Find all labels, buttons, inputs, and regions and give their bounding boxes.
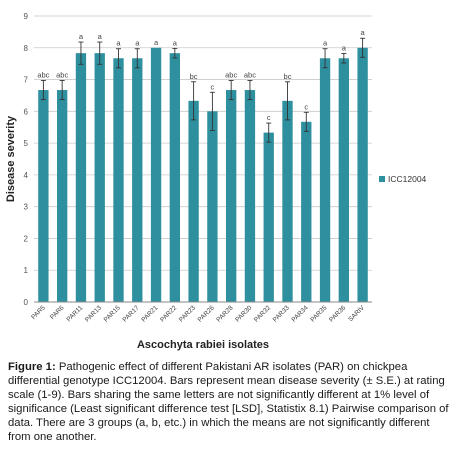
caption-text: Pathogenic effect of different Pakistani… <box>8 361 449 443</box>
error-bars <box>40 37 366 143</box>
bar <box>244 90 256 302</box>
significance-letter: a <box>135 39 140 48</box>
error-bar <box>40 80 46 101</box>
error-bar <box>97 41 103 65</box>
y-tick-label: 8 <box>24 44 29 53</box>
significance-letter: bc <box>284 72 292 81</box>
bar <box>282 100 293 302</box>
significance-letter: c <box>267 113 271 122</box>
x-tick-label: PAR32 <box>253 304 272 323</box>
x-tick-label: PAR26 <box>197 304 216 323</box>
x-tick-label: PAR13 <box>84 304 103 323</box>
y-tick-label: 4 <box>24 171 29 180</box>
significance-letter: c <box>211 82 215 91</box>
x-tick-label: PAR35 <box>309 304 328 323</box>
error-bar <box>134 48 140 69</box>
error-bar <box>191 81 197 121</box>
bar <box>188 100 199 302</box>
y-axis-ticks: 0 1 2 3 4 5 6 7 8 9 <box>24 12 29 307</box>
error-bar <box>266 122 272 143</box>
significance-letter: abc <box>56 71 68 80</box>
x-tick-label: PAR33 <box>272 304 291 323</box>
x-tick-label: SARIV <box>347 304 366 323</box>
x-tick-label: PAR5 <box>30 304 47 321</box>
error-bar <box>209 91 215 131</box>
legend: ICC12004 <box>379 174 427 184</box>
error-bar <box>360 37 366 58</box>
y-tick-label: 9 <box>24 12 29 21</box>
y-tick-label: 1 <box>24 266 29 275</box>
error-bar <box>285 81 290 121</box>
x-tick-label: PAR23 <box>178 304 197 323</box>
significance-letter: a <box>79 32 84 41</box>
bar <box>57 90 68 302</box>
significance-letter: a <box>173 38 178 47</box>
bar <box>75 53 87 303</box>
bar <box>113 58 124 302</box>
bar <box>319 58 331 302</box>
legend-label: ICC12004 <box>388 174 427 184</box>
x-tick-label: PAR36 <box>328 304 347 323</box>
bar <box>263 132 274 302</box>
significance-letter: c <box>304 102 308 111</box>
error-bar <box>341 53 347 64</box>
error-bar <box>247 80 253 101</box>
bar <box>94 53 105 303</box>
caption-label: Figure 1: <box>8 361 56 373</box>
bar <box>357 47 368 303</box>
bar <box>226 90 237 302</box>
significance-letter: abc <box>244 71 256 80</box>
significance-letter: a <box>342 43 347 52</box>
y-axis-label: Disease severity <box>5 115 17 202</box>
bar <box>301 121 312 302</box>
y-tick-label: 0 <box>24 298 29 307</box>
error-bar <box>322 48 328 69</box>
significance-letter: a <box>116 39 121 48</box>
error-bar <box>59 80 65 101</box>
bars <box>38 47 368 303</box>
significance-letter: a <box>98 32 103 41</box>
x-tick-label: PAR17 <box>122 304 141 323</box>
y-tick-label: 2 <box>24 234 29 243</box>
error-bar <box>78 41 84 65</box>
bar <box>132 58 143 302</box>
x-tick-label: PAR6 <box>49 304 66 321</box>
gridlines <box>34 15 372 303</box>
error-bar <box>228 80 234 101</box>
error-bar <box>116 48 121 69</box>
x-tick-label: PAR30 <box>234 304 253 323</box>
x-tick-label: PAR15 <box>103 304 122 323</box>
bar <box>150 47 162 303</box>
bar <box>207 111 218 302</box>
x-tick-label: PAR28 <box>215 304 234 323</box>
significance-letter: a <box>154 38 159 47</box>
y-tick-label: 5 <box>24 139 29 148</box>
error-bar <box>172 47 178 59</box>
significance-letter: a <box>323 39 328 48</box>
significance-letter: a <box>361 28 366 37</box>
y-tick-label: 3 <box>24 203 29 212</box>
x-tick-label: PAR34 <box>291 304 310 323</box>
significance-letter: bc <box>190 72 198 81</box>
x-tick-label: PAR11 <box>66 304 85 323</box>
x-axis-ticks: PAR5 PAR6 PAR11 PAR13 PAR15 PAR17 PAR21 PAR22 PA… <box>30 304 366 324</box>
significance-letter: abc <box>37 71 49 80</box>
y-tick-label: 7 <box>24 76 29 85</box>
error-bar <box>303 111 309 132</box>
x-axis-label: Ascochyta rabiei isolates <box>137 339 269 351</box>
x-tick-label: PAR21 <box>140 304 159 323</box>
bar <box>169 53 180 303</box>
bar <box>38 90 49 302</box>
figure-caption: Figure 1: Pathogenic effect of different… <box>8 360 454 444</box>
y-tick-label: 6 <box>24 107 29 116</box>
bar <box>338 58 349 302</box>
legend-swatch <box>379 176 385 182</box>
significance-letter: abc <box>225 71 237 80</box>
x-tick-label: PAR22 <box>159 304 178 323</box>
